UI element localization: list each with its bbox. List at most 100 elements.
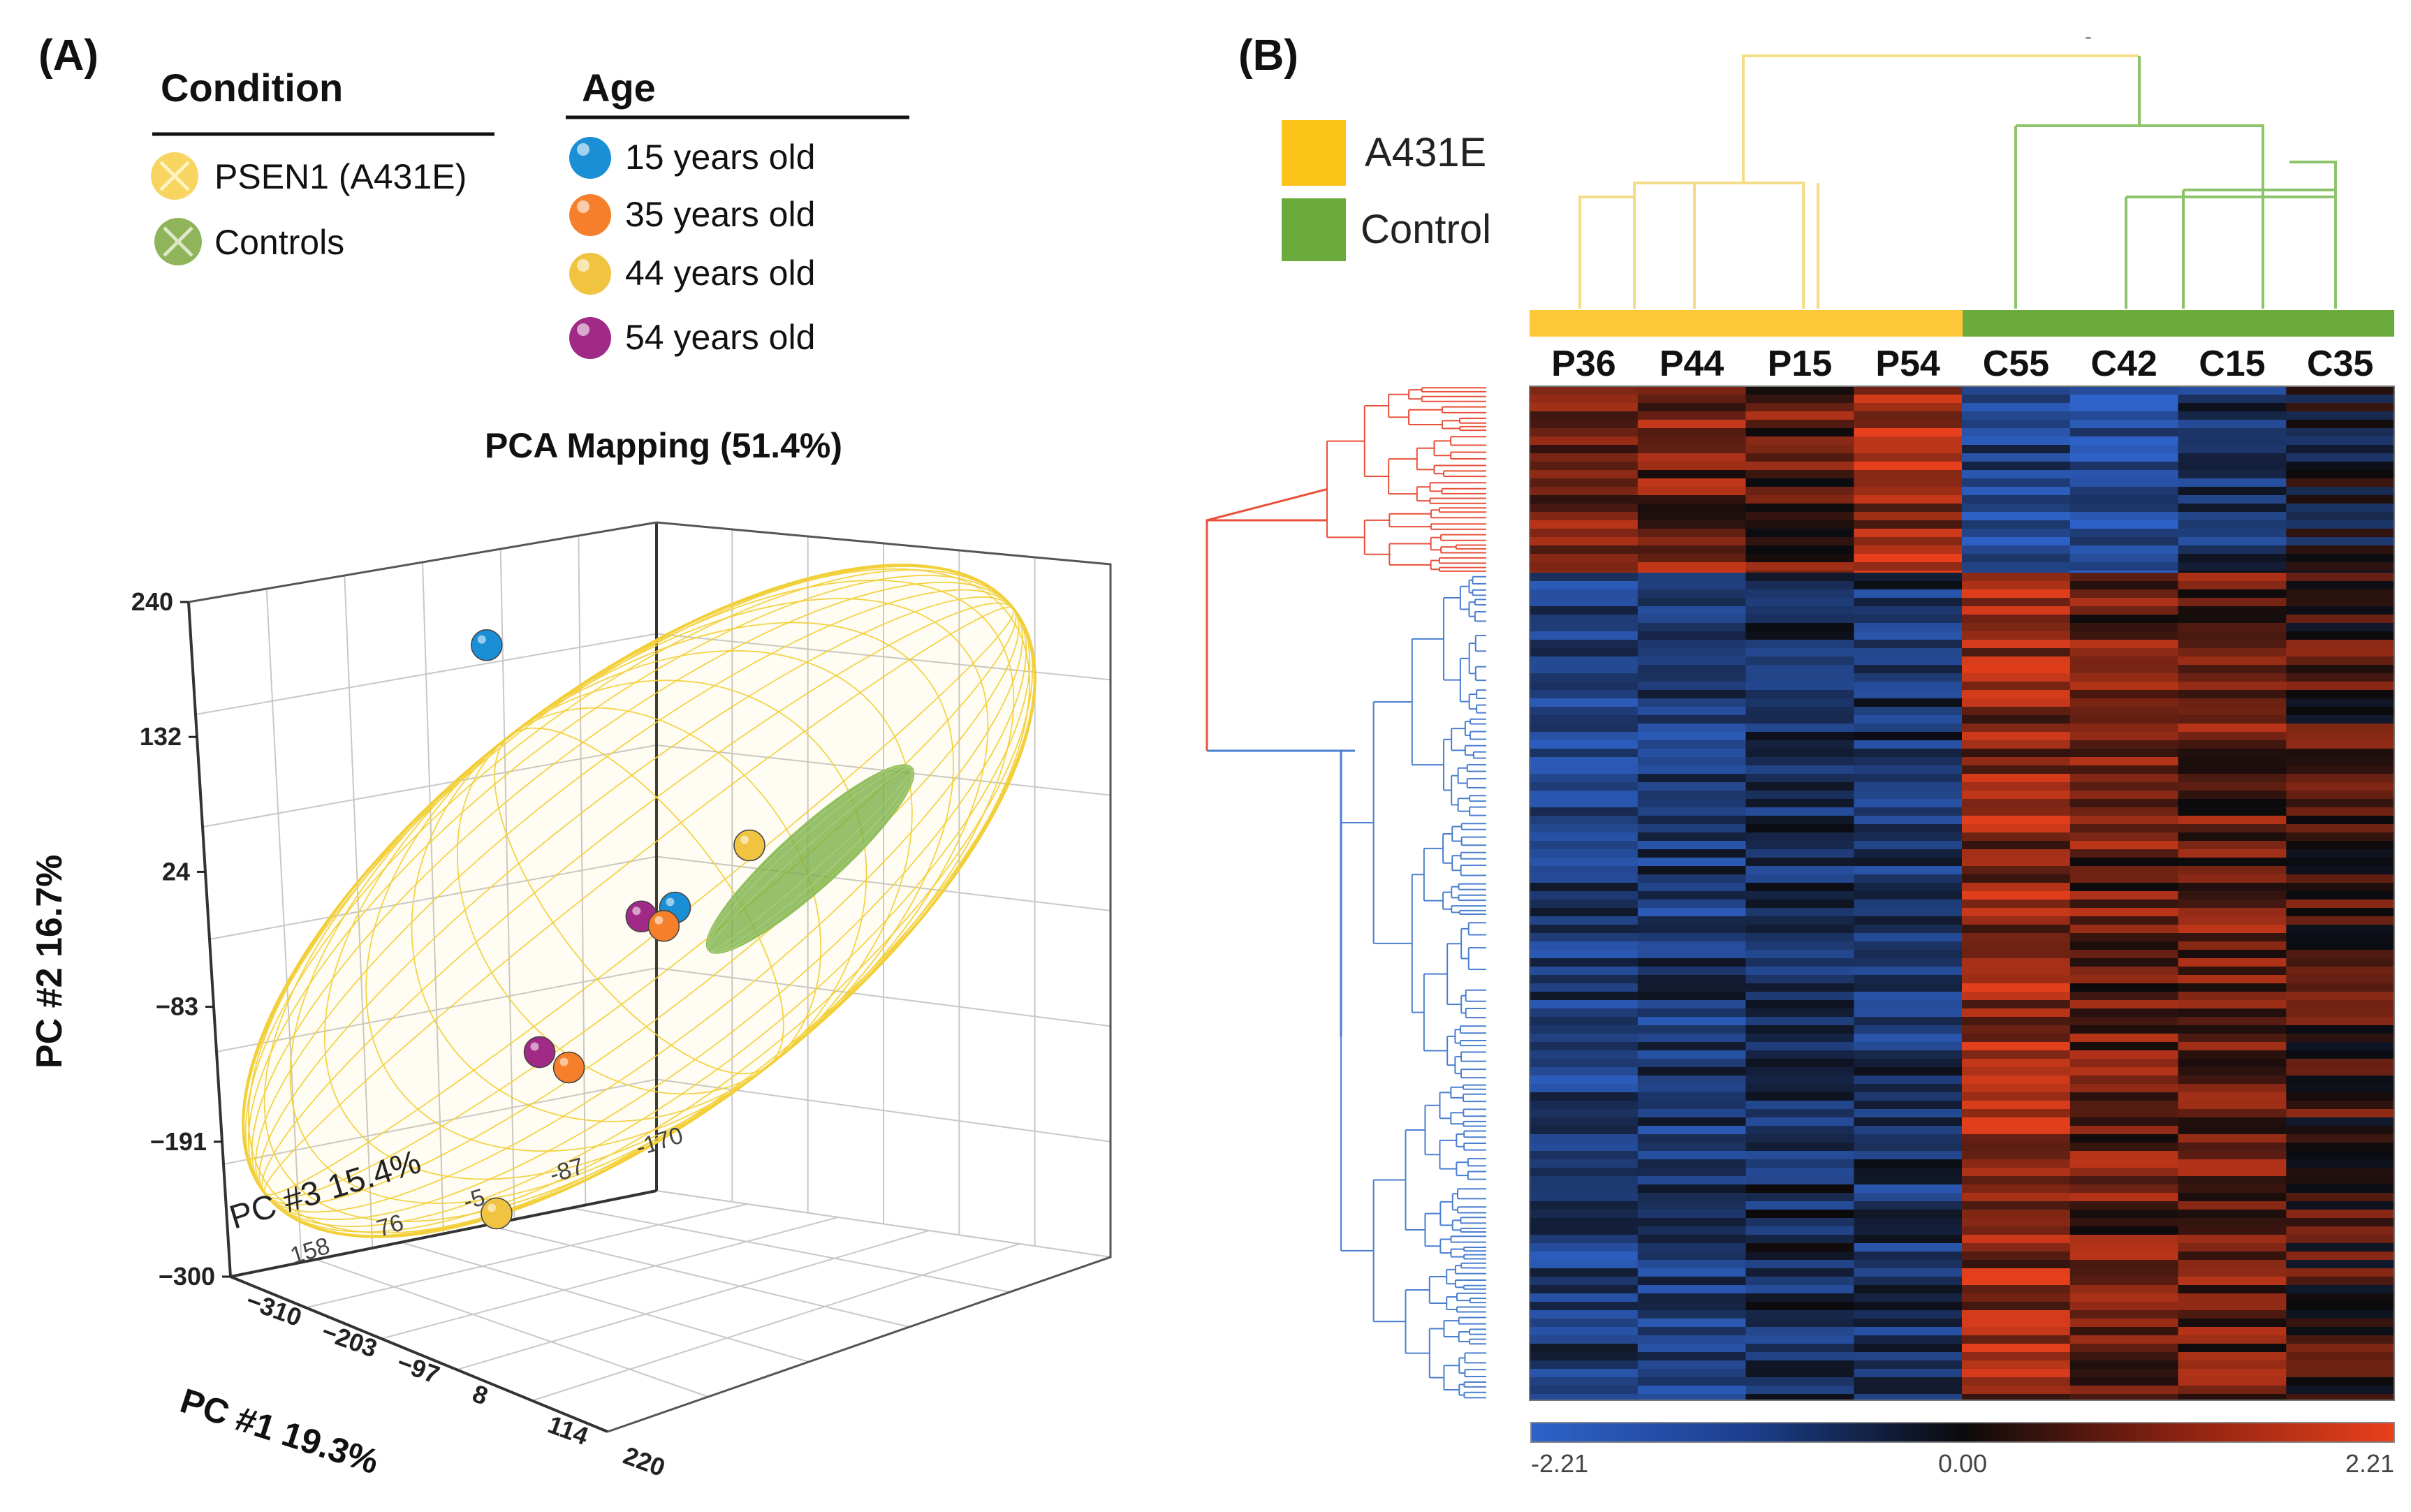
heatmap-cell: [2069, 757, 2179, 766]
heatmap-cell: [1854, 1252, 1963, 1261]
heatmap-cell: [2069, 470, 2179, 479]
heatmap-cell: [1637, 554, 1747, 563]
heatmap-cell: [1745, 941, 1854, 950]
heatmap-cell: [2069, 1386, 2179, 1395]
heatmap-cell: [1745, 1210, 1854, 1219]
heatmap-cell: [1637, 774, 1747, 783]
heatmap-cell: [1745, 715, 1854, 724]
heatmap-cell: [1637, 606, 1747, 615]
heatmap-cell: [1745, 950, 1854, 959]
heatmap-cell: [1854, 656, 1963, 666]
heatmap-cell: [2069, 824, 2179, 833]
heatmap-cell: [2069, 1042, 2179, 1051]
heatmap-cell: [1962, 1235, 2071, 1244]
heatmap-cell: [1854, 386, 1963, 395]
heatmap-cell: [2286, 487, 2395, 496]
heatmap-cell: [2069, 648, 2179, 657]
heatmap-cell: [1962, 740, 2071, 749]
heatmap-cell: [1637, 1386, 1747, 1395]
heatmap-cell: [1962, 673, 2071, 682]
heatmap-cell: [1637, 1008, 1747, 1018]
heatmap-cell: [1962, 1386, 2071, 1395]
heatmap-cell: [2069, 615, 2179, 624]
heatmap-cell: [1637, 1360, 1747, 1370]
pca-x-tick-label: −97: [393, 1348, 443, 1389]
heatmap-cell: [2069, 656, 2179, 666]
heatmap-cell: [1962, 749, 2071, 758]
heatmap-cell: [1745, 487, 1854, 496]
heatmap-cell: [1854, 615, 1963, 624]
heatmap-cell: [2178, 673, 2287, 682]
heatmap-cell: [1530, 916, 1639, 925]
heatmap-cell: [1530, 665, 1639, 674]
heatmap-cell: [1637, 1117, 1747, 1126]
legend-age-15: 15 years old: [569, 137, 815, 179]
heatmap-cell: [2178, 1151, 2287, 1160]
heatmap-cell: [1637, 849, 1747, 858]
heatmap-cell: [2069, 1360, 2179, 1370]
heatmap-cell: [1854, 908, 1963, 917]
heatmap-cell: [1530, 1252, 1639, 1261]
heatmap-cell: [2069, 1076, 2179, 1085]
heatmap-cell: [2286, 1310, 2395, 1319]
heatmap-cell: [1745, 615, 1854, 624]
heatmap-cell: [1854, 1386, 1963, 1395]
heatmap-cell: [1637, 462, 1747, 471]
heatmap-cell: [1854, 1394, 1963, 1401]
heatmap-cell: [2069, 1369, 2179, 1378]
heatmap-cell: [1530, 992, 1639, 1001]
heatmap-cell: [1745, 571, 1854, 573]
heatmap-cell: [1637, 453, 1747, 462]
heatmap-cell: [1854, 975, 1963, 984]
heatmap-cell: [1854, 537, 1963, 546]
heatmap-cell: [2286, 925, 2395, 934]
heatmap-cell: [1745, 1184, 1854, 1194]
heatmap-cell: [1530, 1260, 1639, 1269]
heatmap-cell: [1530, 631, 1639, 640]
pca-point-highlight: [654, 916, 664, 925]
heatmap-cell: [2069, 749, 2179, 758]
heatmap-cell: [2069, 866, 2179, 875]
heatmap-cell: [1637, 908, 1747, 917]
heatmap-cell: [1637, 765, 1747, 775]
heatmap-cell: [1745, 411, 1854, 420]
heatmap-cell: [1854, 1017, 1963, 1026]
heatmap-cell: [2178, 1000, 2287, 1009]
heatmap-cell: [1745, 1377, 1854, 1386]
pca-title: PCA Mapping (51.4%): [485, 426, 842, 465]
heatmap-cell: [1745, 883, 1854, 892]
heatmap-cell: [2286, 537, 2395, 546]
heatmap-cell: [1745, 673, 1854, 682]
heatmap-cell: [1962, 1042, 2071, 1051]
heatmap-cell: [2069, 1335, 2179, 1344]
heatmap-cell: [1854, 673, 1963, 682]
heatmap-cell: [2069, 1327, 2179, 1336]
heatmap-cell: [1854, 774, 1963, 783]
heatmap-cell: [1745, 732, 1854, 741]
heatmap-cell: [2178, 950, 2287, 959]
heatmap-cell: [1962, 1101, 2071, 1110]
heatmap-cell: [2178, 1260, 2287, 1269]
heatmap-cell: [1745, 832, 1854, 842]
heatmap-cell: [1962, 1134, 2071, 1143]
heatmap-cell: [2178, 436, 2287, 446]
heatmap-cell: [2069, 1201, 2179, 1210]
column-label-p36: P36: [1551, 344, 1616, 384]
heatmap-cell: [2286, 774, 2395, 783]
heatmap-cell: [2286, 1143, 2395, 1152]
heatmap-cell: [2069, 740, 2179, 749]
heatmap-cell: [1530, 958, 1639, 967]
heatmap-cell: [1637, 512, 1747, 521]
heatmap-cell: [1530, 757, 1639, 766]
legend-a431e: A431E: [1282, 120, 1486, 186]
pca-y-tick-label: 24: [162, 857, 190, 886]
heatmap-cell: [2286, 1210, 2395, 1219]
heatmap-cell: [2286, 916, 2395, 925]
heatmap-cell: [2178, 1159, 2287, 1168]
pca-y-axis-label: PC #2 16.7%: [29, 855, 70, 1069]
heatmap-cell: [1530, 395, 1639, 404]
heatmap-cell: [1962, 411, 2071, 420]
heatmap-cell: [2178, 648, 2287, 657]
heatmap-cell: [1530, 799, 1639, 808]
heatmap-cell: [1962, 1067, 2071, 1076]
